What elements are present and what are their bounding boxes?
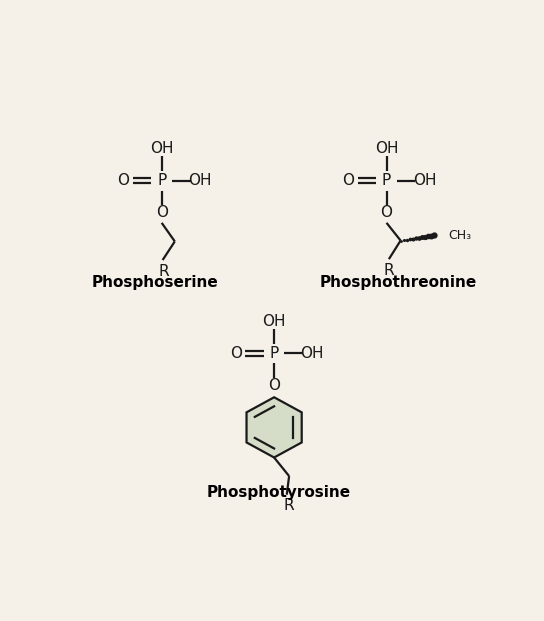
Text: Phosphothreonine: Phosphothreonine [320,275,477,290]
Text: OH: OH [375,141,398,156]
Text: OH: OH [300,346,324,361]
Text: O: O [230,346,242,361]
Text: Phosphotyrosine: Phosphotyrosine [207,486,351,501]
Text: CH₃: CH₃ [448,229,472,242]
Polygon shape [246,397,302,458]
Text: O: O [156,206,168,220]
Text: OH: OH [150,141,174,156]
Text: OH: OH [413,173,436,188]
Text: R: R [283,498,294,514]
Text: O: O [381,206,393,220]
Text: P: P [269,346,279,361]
Text: OH: OH [262,314,286,329]
Text: O: O [118,173,129,188]
Text: P: P [157,173,166,188]
Text: R: R [384,263,394,278]
Text: O: O [342,173,354,188]
Text: P: P [382,173,391,188]
Text: OH: OH [188,173,212,188]
Text: R: R [158,263,169,279]
Text: O: O [268,378,280,393]
Text: Phosphoserine: Phosphoserine [91,275,218,290]
